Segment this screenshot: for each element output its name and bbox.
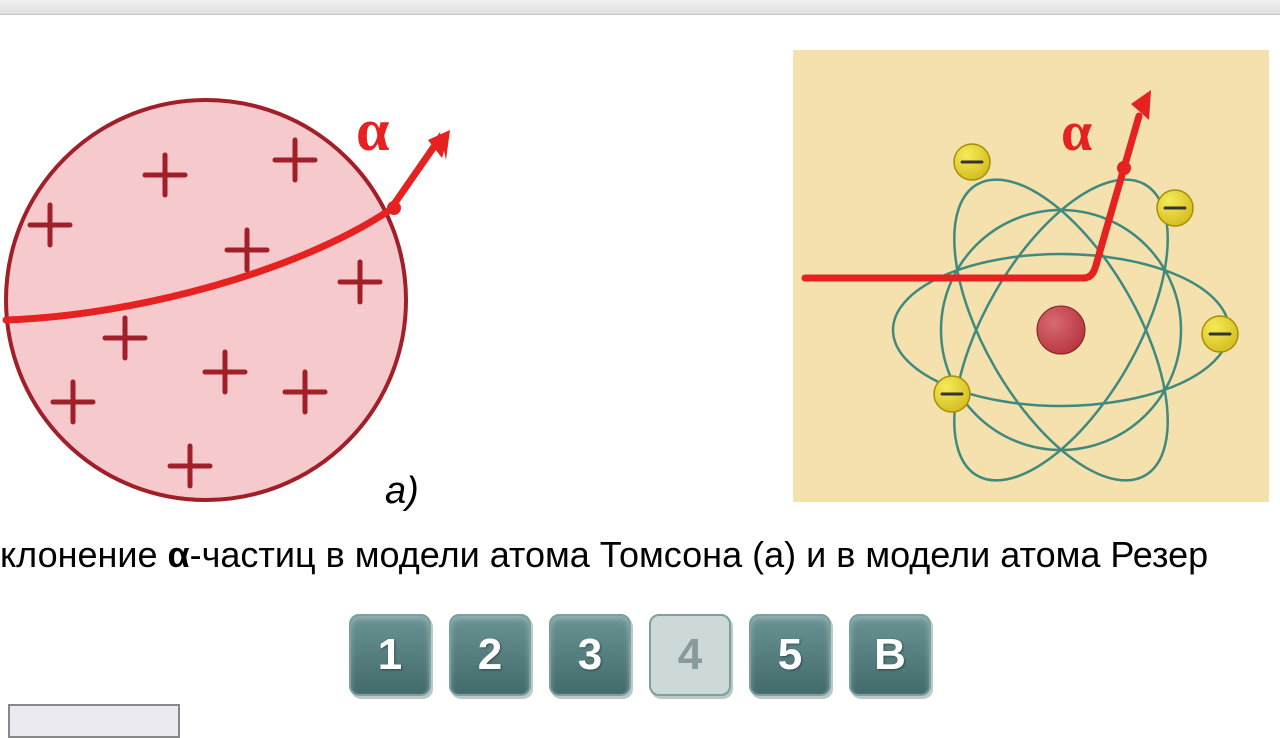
rutherford-diagram: α bbox=[793, 50, 1269, 502]
thomson-diagram: α bbox=[0, 70, 460, 510]
caption-post: -частиц в модели атома Томсона (a) и в м… bbox=[190, 534, 1209, 575]
svg-text:α: α bbox=[1061, 101, 1092, 163]
figure-caption: клонение α-частиц в модели атома Томсона… bbox=[0, 534, 1280, 576]
nav-button-В[interactable]: В bbox=[849, 614, 931, 696]
thomson-sublabel: a) bbox=[385, 470, 419, 513]
caption-alpha: α bbox=[168, 534, 190, 575]
app-toolbar bbox=[0, 0, 1280, 15]
nav-button-1[interactable]: 1 bbox=[349, 614, 431, 696]
nav-button-2[interactable]: 2 bbox=[449, 614, 531, 696]
page-nav: 12345В bbox=[0, 614, 1280, 696]
stage: α a) α клонение α-частиц в модели атома … bbox=[0, 14, 1280, 720]
svg-text:α: α bbox=[356, 97, 390, 163]
nav-button-4[interactable]: 4 bbox=[649, 614, 731, 696]
caption-pre: клонение bbox=[0, 534, 168, 575]
nav-button-3[interactable]: 3 bbox=[549, 614, 631, 696]
webcam-thumbnail bbox=[8, 704, 180, 738]
nav-button-5[interactable]: 5 bbox=[749, 614, 831, 696]
